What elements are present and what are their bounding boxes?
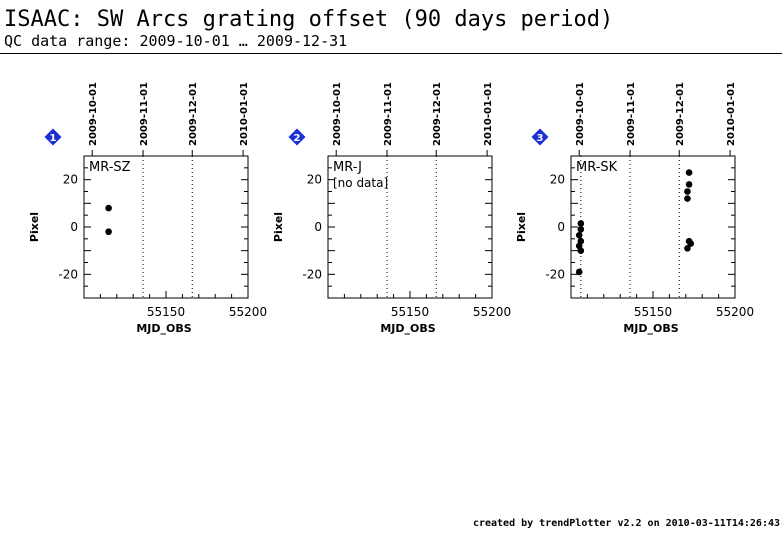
panel-badge-number: 3	[537, 133, 544, 144]
x-axis-label: MJD_OBS	[623, 322, 678, 335]
y-tick-label: -20	[58, 267, 78, 281]
chart-panel-1: 1 2009-10-01 2009-11-01 2009-12-01 2010-01-0…	[28, 82, 267, 335]
y-tick-label: 0	[70, 220, 78, 234]
data-point	[685, 169, 693, 176]
panel-badge-diamond	[531, 128, 549, 146]
data-point	[684, 188, 691, 195]
panel-label: MR-SK	[576, 160, 618, 175]
y-axis-label: Pixel	[272, 212, 285, 242]
panel-badge-number: 2	[294, 133, 301, 144]
y-tick-label: -20	[302, 267, 322, 281]
data-point	[687, 240, 695, 247]
panel-label: MR-J	[333, 160, 362, 175]
date-tick-label: 2009-10-01	[332, 82, 343, 146]
x-tick-label: 55150	[634, 305, 672, 319]
x-tick-label: 55200	[473, 305, 511, 319]
date-tick-label: 2009-10-01	[575, 82, 586, 146]
chart-panel-2: 2 2009-10-01 2009-11-01 2009-12-01 2010-01-0…	[272, 82, 511, 335]
y-tick-label: 20	[63, 173, 78, 187]
data-point	[577, 247, 585, 254]
y-axis-label: Pixel	[515, 212, 528, 242]
footer-credit: created by trendPlotter v2.2 on 2010-03-…	[472, 518, 780, 529]
y-axis-label: Pixel	[28, 212, 41, 242]
x-tick-label: 55150	[147, 305, 185, 319]
y-tick-label: 20	[307, 173, 322, 187]
data-point	[575, 268, 583, 276]
plot-frame	[83, 155, 249, 299]
panel-label: MR-SZ	[89, 160, 131, 175]
x-tick-label: 55150	[391, 305, 429, 319]
y-tick-label: 0	[557, 220, 565, 234]
date-tick-label: 2010-01-01	[239, 82, 250, 146]
x-axis-label: MJD_OBS	[136, 322, 191, 335]
x-tick-label: 55200	[716, 305, 754, 319]
data-point	[577, 220, 585, 227]
chart-panel-3: 3 2009-10-01 2009-11-01 2009-12-01 2010-01-0…	[515, 82, 754, 335]
date-tick-label: 2010-01-01	[483, 82, 494, 146]
data-point	[105, 204, 112, 212]
header-divider	[0, 53, 782, 54]
data-point	[684, 195, 691, 202]
page-subtitle: QC data range: 2009-10-01 … 2009-12-31	[4, 32, 348, 50]
date-tick-label: 2009-12-01	[188, 82, 199, 146]
data-point	[684, 245, 691, 252]
y-tick-label: 0	[314, 220, 322, 234]
x-tick-label: 55200	[229, 305, 267, 319]
panel-badge-number: 1	[50, 133, 57, 144]
y-tick-label: 20	[550, 173, 565, 187]
x-axis-label: MJD_OBS	[380, 322, 435, 335]
date-tick-label: 2010-01-01	[726, 82, 737, 146]
data-point	[685, 181, 693, 188]
date-tick-label: 2009-10-01	[88, 82, 99, 146]
data-point	[575, 231, 583, 239]
data-point	[105, 228, 112, 236]
date-tick-label: 2009-12-01	[675, 82, 686, 146]
panel-note: [no data]	[333, 176, 388, 190]
plot-frame	[570, 155, 736, 299]
date-tick-label: 2009-11-01	[626, 82, 637, 146]
page-title: ISAAC: SW Arcs grating offset (90 days p…	[4, 7, 614, 32]
date-tick-label: 2009-11-01	[383, 82, 394, 146]
panel-badge-diamond	[288, 128, 306, 146]
y-tick-label: -20	[545, 267, 565, 281]
data-point	[577, 226, 585, 233]
date-tick-label: 2009-11-01	[139, 82, 150, 146]
date-tick-label: 2009-12-01	[432, 82, 443, 146]
